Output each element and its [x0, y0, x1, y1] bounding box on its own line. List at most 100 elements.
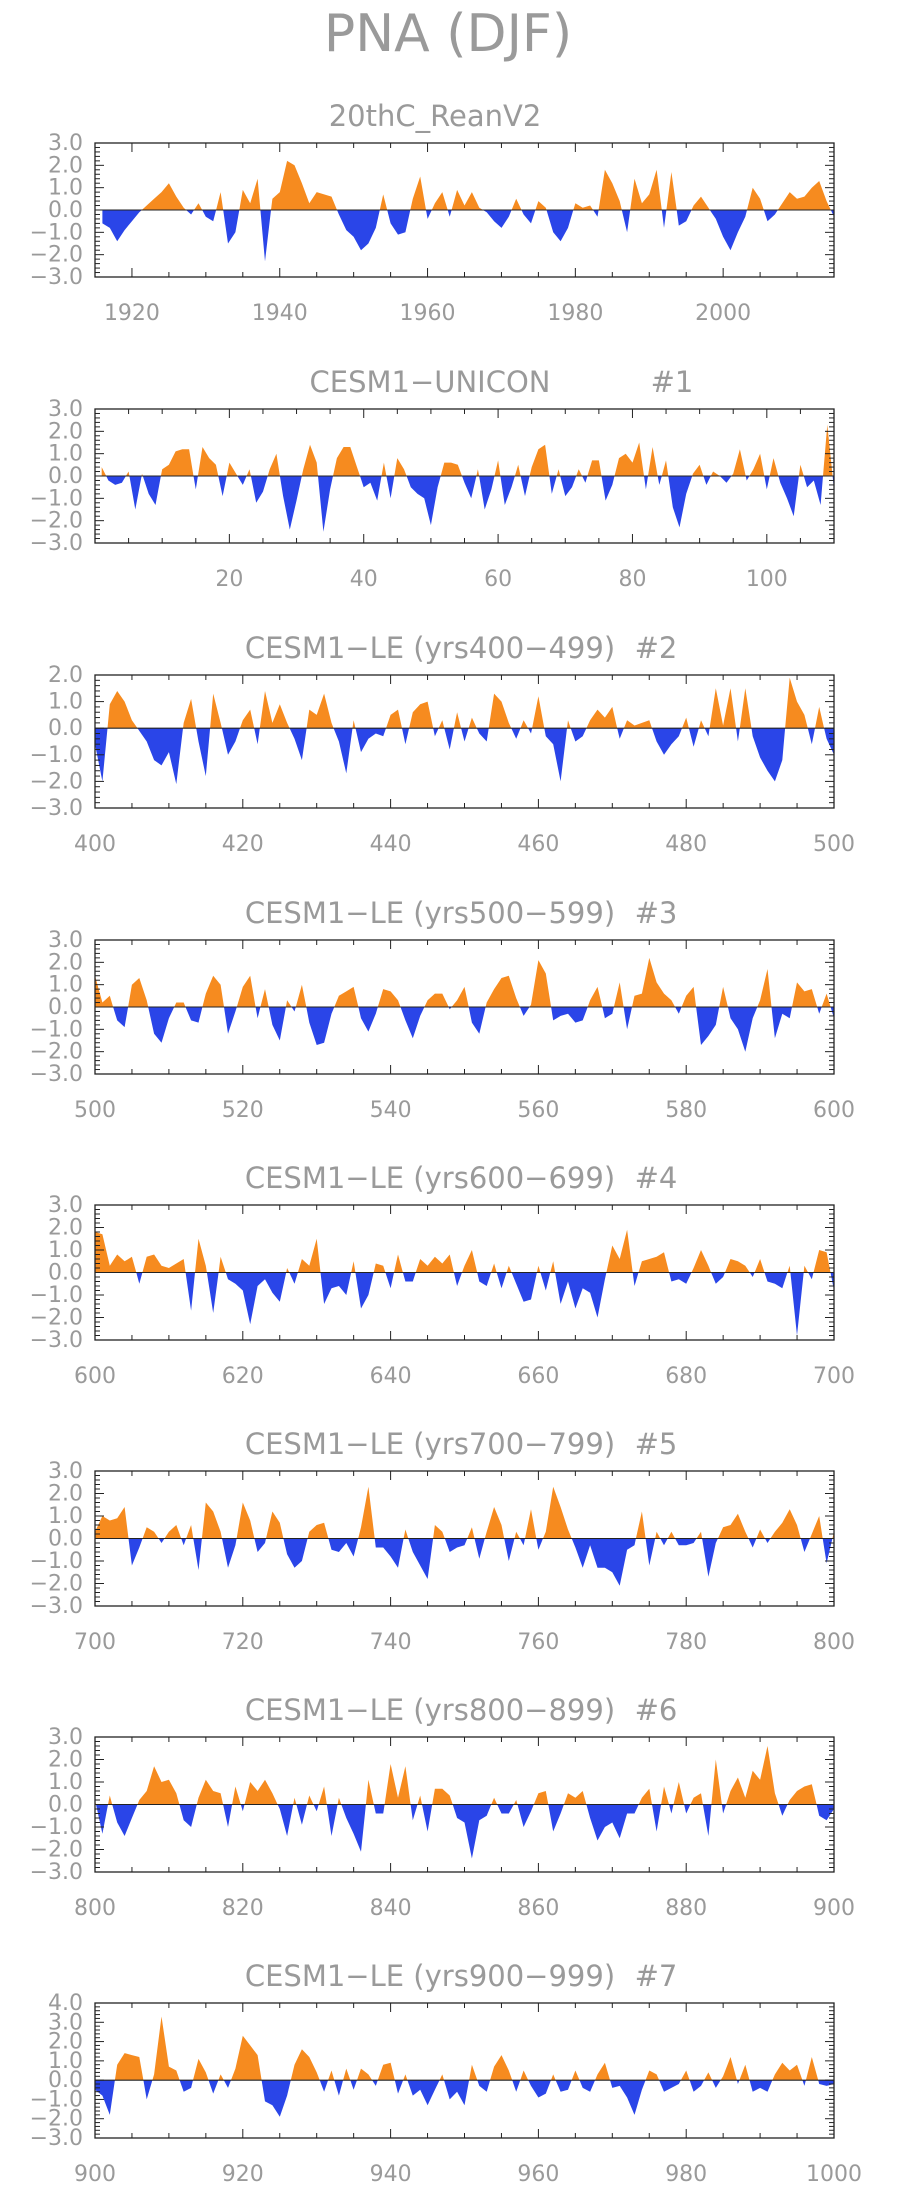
y-tick-label: −3.0 — [30, 265, 83, 290]
x-tick-label: 620 — [222, 1364, 264, 1389]
positive-area — [102, 160, 834, 210]
y-tick-label: −3.0 — [30, 2126, 83, 2151]
y-tick-label: 2.0 — [48, 153, 83, 178]
y-tick-label: −2.0 — [30, 1306, 83, 1331]
panel-7: CESM1−LE (yrs800−899) #63.02.01.00.0−1.0−… — [30, 1693, 855, 1921]
positive-area — [95, 1486, 834, 1539]
y-tick-label: −3.0 — [30, 1062, 83, 1087]
area-series — [95, 957, 834, 1052]
y-tick-label: 0.0 — [48, 1527, 83, 1552]
x-tick-label: 1000 — [806, 2162, 862, 2187]
x-tick-label: 40 — [350, 567, 378, 592]
x-tick-label: 20 — [215, 567, 243, 592]
y-tick-label: 2.0 — [48, 950, 83, 975]
negative-area — [95, 728, 834, 785]
panel-3: CESM1−LE (yrs400−499) #2 2.01.00.0−1.0−2.0… — [30, 631, 855, 857]
x-tick-label: 1980 — [547, 301, 603, 326]
y-tick-label: 2.0 — [48, 663, 83, 688]
x-tick-label: 840 — [370, 1896, 412, 1921]
y-tick-label: 0.0 — [48, 198, 83, 223]
x-tick-label: 1960 — [400, 301, 456, 326]
y-tick-label: 1.0 — [48, 690, 83, 715]
x-tick-label: 500 — [74, 1098, 116, 1123]
x-tick-label: 760 — [517, 1630, 559, 1655]
y-tick-label: 2.0 — [48, 419, 83, 444]
x-tick-label: 660 — [517, 1364, 559, 1389]
y-tick-label: −1.0 — [30, 2087, 83, 2112]
x-tick-label: 580 — [665, 1098, 707, 1123]
y-tick-label: 0.0 — [48, 716, 83, 741]
panel-member-suffix: #3 — [635, 896, 678, 930]
y-tick-label: 1.0 — [48, 1770, 83, 1795]
x-tick-label: 80 — [618, 567, 646, 592]
positive-area — [101, 424, 834, 476]
positive-area — [95, 1229, 834, 1273]
y-tick-label: 0.0 — [48, 1793, 83, 1818]
y-tick-label: 3.0 — [48, 131, 83, 156]
y-tick-label: −2.0 — [30, 1040, 83, 1065]
panel-8: CESM1−LE (yrs900−999) #7 4.03.02.01.00.0−1… — [30, 1959, 862, 2187]
x-tick-label: 960 — [517, 2162, 559, 2187]
y-tick-label: −3.0 — [30, 796, 83, 821]
y-tick-label: 0.0 — [48, 1261, 83, 1286]
panels-container: 20thC_ReanV23.02.01.00.0−1.0−2.0−3.01920… — [30, 99, 862, 2187]
y-tick-label: 0.0 — [48, 995, 83, 1020]
area-series — [101, 424, 834, 532]
x-tick-label: 780 — [665, 1630, 707, 1655]
panel-member-suffix: #5 — [635, 1427, 678, 1461]
y-tick-label: −3.0 — [30, 1328, 83, 1353]
y-tick-label: −2.0 — [30, 769, 83, 794]
y-tick-label: 0.0 — [48, 464, 83, 489]
y-tick-label: −3.0 — [30, 531, 83, 556]
x-tick-label: 520 — [222, 1098, 264, 1123]
y-tick-label: −1.0 — [30, 1283, 83, 1308]
x-tick-label: 460 — [517, 832, 559, 857]
positive-area — [95, 1746, 834, 1805]
y-tick-label: −1.0 — [30, 1017, 83, 1042]
y-tick-label: 3.0 — [48, 928, 83, 953]
area-series — [95, 1746, 834, 1859]
y-tick-label: 1.0 — [48, 442, 83, 467]
negative-area — [95, 1007, 834, 1052]
x-tick-label: 720 — [222, 1630, 264, 1655]
x-tick-label: 900 — [74, 2162, 116, 2187]
x-tick-label: 2000 — [695, 301, 751, 326]
x-tick-label: 980 — [665, 2162, 707, 2187]
plot-frame — [94, 2002, 835, 2139]
area-series — [95, 1486, 834, 1586]
y-tick-label: 2.0 — [48, 1748, 83, 1773]
panel-title: CESM1−LE (yrs900−999) — [245, 1959, 615, 1993]
x-tick-label: 700 — [74, 1630, 116, 1655]
x-tick-label: 600 — [74, 1364, 116, 1389]
x-tick-label: 560 — [517, 1098, 559, 1123]
panel-title: CESM1−LE (yrs400−499) — [245, 631, 615, 665]
panel-1: 20thC_ReanV2 3.02.01.00.0−1.0−2.0−3.0 1920… — [30, 99, 835, 326]
positive-area — [95, 677, 834, 729]
x-tick-label: 800 — [813, 1630, 855, 1655]
panel-member-suffix: #1 — [651, 365, 694, 399]
panel-title: CESM1−LE (yrs700−799) — [245, 1427, 615, 1461]
panel-5: CESM1−LE (yrs600−699) #43.02.01.00.0−1.0−… — [30, 1161, 855, 1389]
y-tick-label: 3.0 — [48, 1193, 83, 1218]
negative-area — [101, 476, 834, 532]
y-tick-label: 3.0 — [48, 1459, 83, 1484]
area-series — [95, 1229, 834, 1336]
x-tick-label: 800 — [74, 1896, 116, 1921]
area-series — [95, 2016, 834, 2117]
y-tick-label: 2.0 — [48, 2030, 83, 2055]
x-tick-label: 440 — [370, 832, 412, 857]
area-series — [95, 677, 834, 785]
y-tick-label: −2.0 — [30, 243, 83, 268]
y-tick-label: −1.0 — [30, 486, 83, 511]
y-tick-label: −1.0 — [30, 1549, 83, 1574]
x-tick-label: 540 — [370, 1098, 412, 1123]
panel-member-suffix: #6 — [635, 1693, 678, 1727]
y-tick-label: −3.0 — [30, 1594, 83, 1619]
y-tick-label: 2.0 — [48, 1216, 83, 1241]
x-tick-label: 420 — [222, 832, 264, 857]
x-tick-label: 600 — [813, 1098, 855, 1123]
y-tick-label: 3.0 — [48, 397, 83, 422]
x-tick-label: 500 — [813, 832, 855, 857]
panel-title: CESM1−LE (yrs800−899) — [245, 1693, 615, 1727]
